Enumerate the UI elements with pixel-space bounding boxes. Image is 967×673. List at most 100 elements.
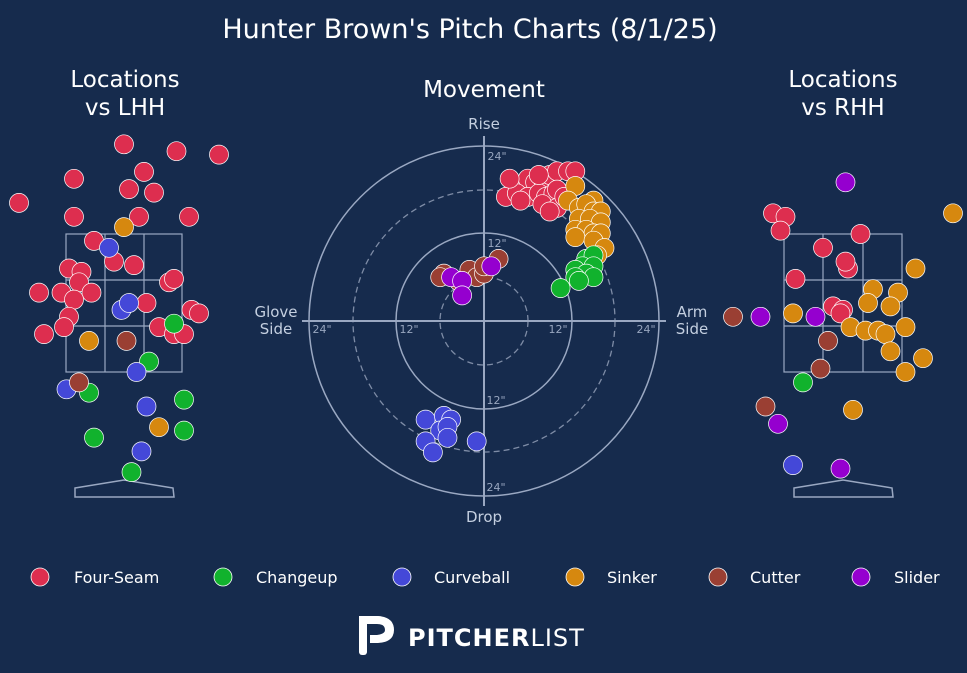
legend-label-changeup: Changeup	[256, 568, 338, 587]
lhh-sinker-point-47	[79, 331, 99, 351]
rhh-cutter-point-29	[723, 306, 743, 327]
lhh-changeup-point-36	[84, 427, 104, 448]
lhh-four-seam-point-22	[64, 289, 84, 310]
movement-four-seam-point-19	[499, 168, 520, 189]
legend: Four-Seam Changeup Curveball Sinker Cutt…	[30, 567, 940, 587]
movement-four-seam-point-20	[528, 165, 549, 185]
lhh-four-seam-point-4	[134, 162, 154, 182]
movement-slider-point-60	[481, 256, 502, 277]
movement-axis-glove-2: Side	[260, 320, 292, 338]
rhh-sinker-point-18	[880, 296, 901, 317]
lhh-changeup-point-32	[164, 313, 184, 334]
lhh-home-plate	[74, 479, 175, 498]
rhh-slider-point-37	[830, 458, 851, 479]
lhh-curveball-point-43	[126, 362, 147, 382]
movement-changeup-point-49	[550, 278, 571, 298]
lhh-four-seam-point-27	[54, 317, 74, 337]
movement-axis-drop: Drop	[466, 508, 502, 526]
lhh-four-seam-point-7	[9, 193, 29, 213]
lhh-four-seam-point-25	[189, 303, 209, 324]
ring-label-right-12: 12"	[548, 323, 567, 336]
rhh-cutter-point-32	[755, 396, 776, 417]
rhh-home-plate	[793, 479, 894, 498]
rhh-cutter-point-30	[818, 331, 838, 351]
lhh-four-seam-point-6	[144, 182, 164, 203]
rhh-four-seam-point-7	[785, 269, 806, 289]
movement-changeup-point-48	[569, 271, 589, 291]
lhh-four-seam-point-2	[209, 144, 229, 165]
ring-label-right-24: 24"	[636, 323, 655, 336]
lhh-four-seam-point-10	[179, 206, 199, 227]
movement-four-seam-point-21	[539, 201, 560, 222]
lhh-changeup-point-37	[174, 420, 194, 441]
movement-sinker-point-36	[565, 227, 586, 247]
legend-marker-slider	[851, 567, 871, 587]
lhh-curveball-point-44	[136, 396, 157, 417]
lhh-sinker-point-46	[114, 217, 134, 237]
rhh-sinker-point-22	[875, 324, 896, 344]
movement-axis-rise: Rise	[468, 115, 500, 133]
rhh-sinker-point-13	[943, 203, 963, 224]
rhh-sinker-point-27	[783, 303, 803, 324]
ring-label-left-12: 12"	[399, 323, 418, 336]
legend-marker-cutter	[708, 567, 728, 587]
lhh-title-line2: vs LHH	[85, 95, 165, 121]
rhh-slider-point-36	[768, 413, 788, 434]
lhh-changeup-point-35	[174, 389, 194, 410]
lhh-cutter-point-50	[69, 372, 89, 393]
rhh-sinker-point-25	[913, 348, 933, 369]
rhh-sinker-point-28	[843, 400, 863, 420]
ring-label-bottom-24: 24"	[486, 481, 505, 494]
movement-axis-glove-1: Glove	[254, 303, 297, 321]
movement-axis-arm-1: Arm	[677, 303, 708, 321]
lhh-four-seam-point-8	[64, 206, 84, 227]
movement-slider-point-61	[452, 285, 472, 306]
lhh-curveball-point-39	[99, 237, 119, 258]
brand-light: LIST	[530, 624, 584, 652]
lhh-title-line1: Locations	[70, 67, 179, 93]
legend-marker-curveball	[392, 567, 412, 587]
lhh-four-seam-point-1	[166, 141, 187, 162]
movement-axis-arm-2: Side	[676, 320, 708, 338]
lhh-four-seam-point-31	[34, 324, 54, 344]
movement-curveball-point-69	[423, 442, 443, 463]
rhh-four-seam-point-3	[850, 224, 871, 244]
lhh-four-seam-point-18	[164, 269, 184, 289]
rhh-title-line1: Locations	[788, 67, 897, 93]
rhh-four-seam-point-2	[770, 220, 791, 241]
rhh-sinker-point-17	[858, 293, 878, 313]
legend-label-slider: Slider	[894, 568, 940, 587]
lhh-curveball-point-45	[131, 441, 152, 462]
pitcherlist-logo: PITCHERLIST	[359, 616, 584, 655]
movement-curveball-point-70	[466, 431, 487, 452]
lhh-four-seam-point-19	[29, 282, 49, 303]
legend-label-curveball: Curveball	[434, 568, 510, 587]
movement-four-seam-point-15	[510, 190, 531, 211]
rhh-sinker-point-24	[880, 341, 901, 362]
lhh-four-seam-point-23	[136, 293, 157, 313]
rhh-curveball-point-12	[783, 455, 803, 475]
main-title: Hunter Brown's Pitch Charts (8/1/25)	[222, 14, 717, 45]
lhh-four-seam-point-9	[129, 206, 149, 227]
lhh-four-seam-point-0	[114, 134, 134, 155]
movement-title: Movement	[423, 77, 545, 103]
rhh-changeup-point-11	[793, 372, 813, 393]
brand-bold: PITCHER	[408, 624, 530, 652]
rhh-sinker-point-23	[895, 317, 916, 337]
movement-curveball-point-68	[437, 427, 458, 448]
legend-label-sinker: Sinker	[607, 568, 657, 587]
legend-label-four-seam: Four-Seam	[74, 568, 159, 587]
rhh-four-seam-point-4	[813, 237, 833, 258]
ring-label-bottom-12: 12"	[486, 394, 505, 407]
lhh-changeup-point-38	[121, 462, 142, 482]
legend-label-cutter: Cutter	[750, 568, 801, 587]
rhh-sinker-point-14	[905, 258, 926, 279]
lhh-four-seam-point-13	[124, 255, 144, 275]
lhh-sinker-point-48	[149, 417, 169, 438]
rhh-four-seam-point-10	[830, 303, 851, 324]
lhh-curveball-point-41	[119, 293, 139, 313]
legend-marker-changeup	[213, 567, 233, 587]
rhh-sinker-point-26	[895, 362, 916, 382]
rhh-slider-point-34	[750, 306, 771, 327]
